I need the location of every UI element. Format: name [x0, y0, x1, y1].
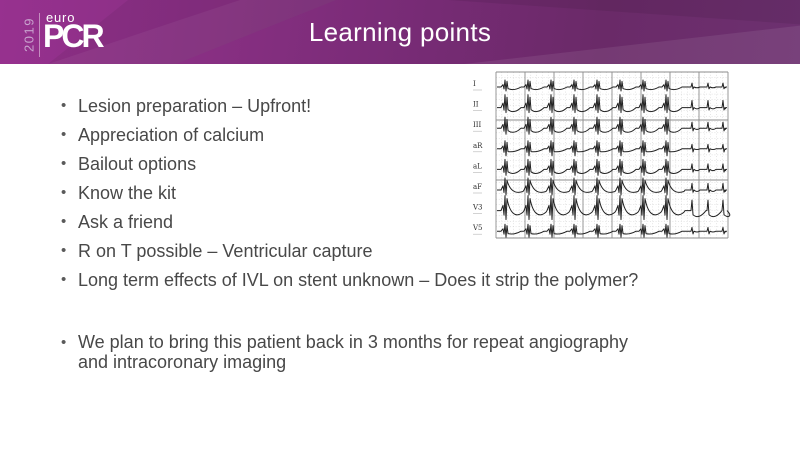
bullet-list: • Lesion preparation – Upfront! • Appreciat…	[57, 96, 767, 299]
ecg-lead-label: II	[473, 101, 479, 109]
europcr-logo: 2019 euro PCR	[10, 4, 130, 62]
ecg-image: I II III aR aL aF V3 V5	[466, 70, 732, 243]
closing-bullet-line1: We plan to bring this patient back in 3 …	[78, 332, 629, 352]
closing-bullet: • We plan to bring this patient back in …	[57, 332, 777, 372]
ecg-lead-label: III	[473, 121, 482, 129]
bullet-icon: •	[61, 184, 67, 201]
bullet-text: Long term effects of IVL on stent unknow…	[78, 270, 639, 290]
list-item: • Ask a friend	[57, 212, 767, 232]
list-item: • Appreciation of calcium	[57, 125, 767, 145]
ecg-lead-label: V3	[472, 204, 483, 212]
list-item: • Bailout options	[57, 154, 767, 174]
list-item: • R on T possible – Ventricular capture	[57, 241, 767, 261]
ecg-lead-label: I	[473, 80, 476, 88]
logo-brand-top: euro	[46, 10, 76, 25]
bullet-icon: •	[61, 242, 67, 259]
bullet-icon: •	[61, 97, 67, 114]
ecg-lead-label: aL	[473, 162, 482, 170]
bullet-text: Appreciation of calcium	[78, 125, 265, 145]
bullet-text: Ask a friend	[78, 212, 174, 232]
ecg-lead-label: V5	[472, 224, 483, 232]
logo-separator	[39, 13, 40, 57]
ecg-lead-label: aF	[473, 183, 482, 191]
logo-year: 2019	[21, 17, 37, 52]
header-banner: Learning points 2019 euro PCR	[0, 0, 800, 64]
bullet-text: Lesion preparation – Upfront!	[78, 96, 312, 116]
closing-bullet-line2: and intracoronary imaging	[78, 351, 287, 372]
bullet-text: Bailout options	[78, 154, 197, 174]
logo-brand-main: PCR	[43, 18, 105, 54]
list-item: • Lesion preparation – Upfront!	[57, 96, 767, 116]
bullet-text: Know the kit	[78, 183, 177, 203]
slide-title: Learning points	[308, 16, 492, 47]
bullet-text: R on T possible – Ventricular capture	[78, 241, 373, 261]
list-item: • Long term effects of IVL on stent unkno…	[57, 270, 767, 290]
bullet-icon: •	[61, 126, 67, 143]
bullet-icon: •	[61, 213, 67, 230]
bullet-icon: •	[61, 271, 67, 288]
bullet-icon: •	[61, 334, 67, 351]
list-item: • Know the kit	[57, 183, 767, 203]
bullet-icon: •	[61, 155, 67, 172]
ecg-lead-label: aR	[473, 142, 483, 150]
